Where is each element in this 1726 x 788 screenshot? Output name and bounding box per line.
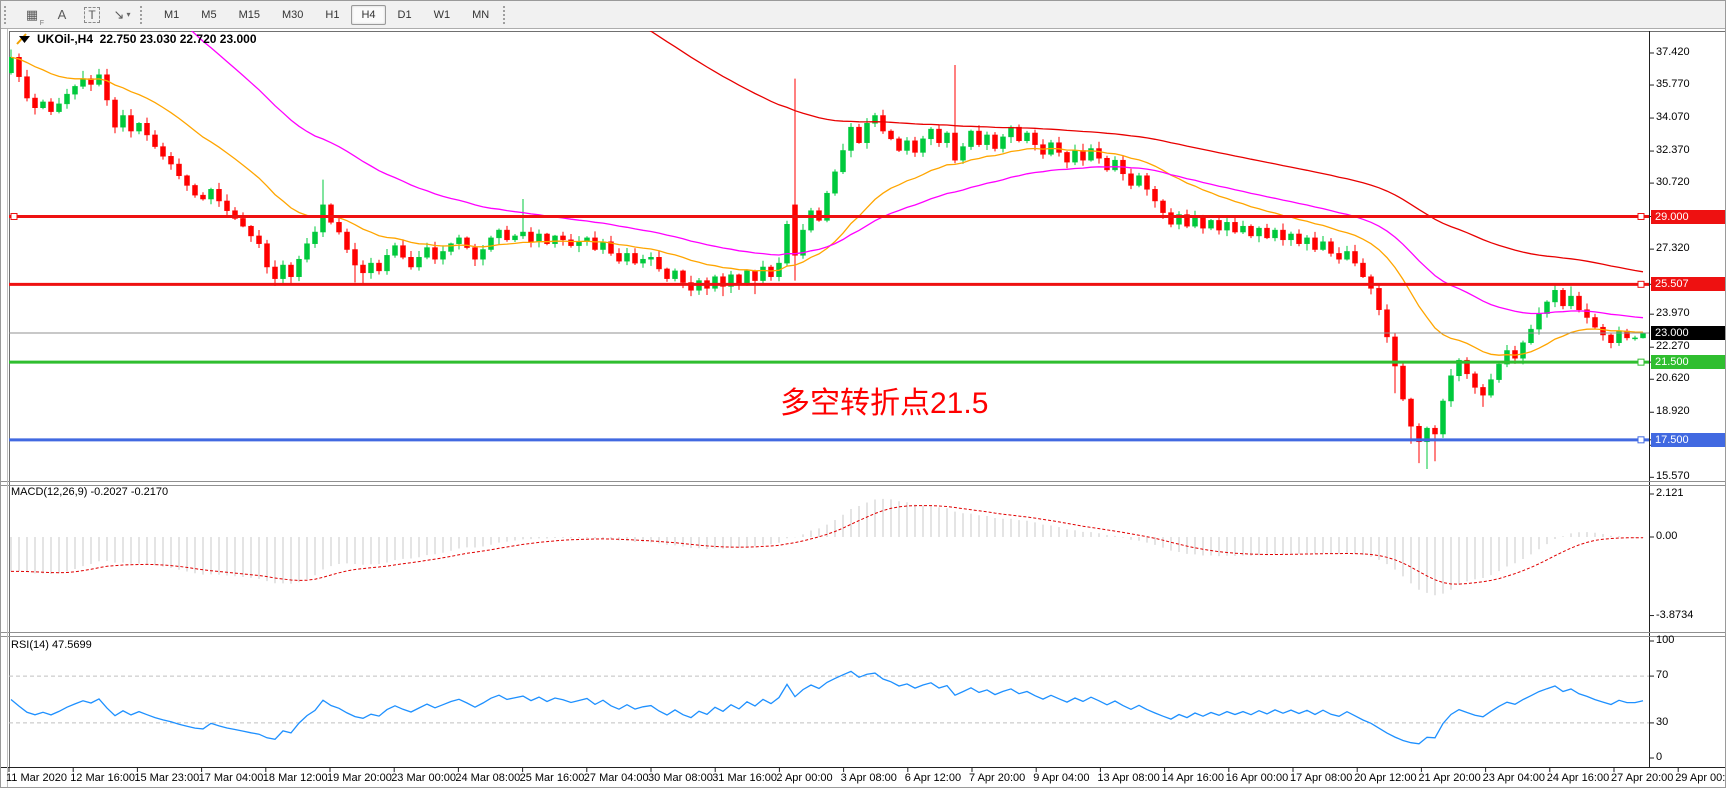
hline-29.000[interactable] bbox=[9, 213, 1649, 220]
macd-signal-line bbox=[11, 505, 1644, 585]
hline-handle[interactable] bbox=[1637, 213, 1645, 220]
time-axis-label: 2 Apr 00:00 bbox=[776, 772, 833, 784]
window-left-border bbox=[7, 29, 8, 787]
price-line-badge-17.500: 17.500 bbox=[1651, 432, 1725, 447]
time-axis-label: 11 Mar 2020 bbox=[6, 772, 67, 784]
time-axis-label: 19 Mar 20:00 bbox=[327, 772, 392, 784]
timeframe-button-h4[interactable]: H4 bbox=[351, 4, 386, 25]
time-axis-label: 6 Apr 12:00 bbox=[904, 772, 962, 784]
price-tick-label: 37.420 bbox=[1656, 45, 1690, 58]
tool-button-grid-f-icon[interactable]: ▦ F bbox=[25, 6, 44, 27]
time-axis-label: 17 Apr 08:00 bbox=[1290, 772, 1353, 784]
timeframe-button-d1[interactable]: D1 bbox=[397, 8, 412, 21]
hline-21.500[interactable] bbox=[9, 358, 1649, 366]
rsi-axis-label: 0 bbox=[1656, 751, 1663, 763]
time-axis-label: 17 Mar 04:00 bbox=[198, 772, 264, 784]
toolbar: ▦ F A T ↘ ▾ M1 M5 M15 M30 H1 H4 D1 W1 MN bbox=[1, 1, 1725, 29]
time-axis-label: 24 Apr 16:00 bbox=[1546, 772, 1610, 784]
rsi-line bbox=[10, 670, 1644, 745]
hline-17.500[interactable] bbox=[9, 436, 1649, 444]
price-tick-label: 35.770 bbox=[1656, 78, 1690, 91]
hline-handle[interactable] bbox=[1637, 436, 1645, 444]
rsi-indicator-label: RSI(14) 47.5699 bbox=[11, 639, 92, 651]
toolbar-grip[interactable] bbox=[503, 5, 512, 24]
timeframe-button-m1[interactable]: M1 bbox=[164, 8, 180, 21]
toolbar-grip[interactable] bbox=[140, 5, 149, 24]
time-axis-label: 31 Mar 16:00 bbox=[712, 772, 778, 784]
macd-axis-label: 2.121 bbox=[1656, 486, 1684, 499]
annotation-text[interactable]: 多空转折点21.5 bbox=[780, 387, 989, 420]
time-axis-label: 14 Apr 16:00 bbox=[1161, 772, 1224, 784]
ma-slow-red bbox=[649, 31, 1644, 273]
hline-25.507[interactable] bbox=[9, 280, 1649, 288]
timeframe-button-w1[interactable]: W1 bbox=[433, 8, 451, 21]
price-tick-label: 27.320 bbox=[1656, 242, 1690, 255]
rsi-axis-label: 100 bbox=[1656, 634, 1675, 646]
macd-axis-label: -3.8734 bbox=[1656, 608, 1694, 621]
rsi-axis-label: 30 bbox=[1656, 715, 1669, 728]
time-axis-label: 7 Apr 20:00 bbox=[969, 772, 1026, 784]
time-axis-label: 13 Apr 08:00 bbox=[1097, 772, 1160, 784]
time-axis-label: 23 Apr 04:00 bbox=[1482, 772, 1545, 784]
price-tick-label: 30.720 bbox=[1656, 176, 1690, 189]
price-tick-label: 18.920 bbox=[1656, 405, 1690, 418]
chart-title-text: UKOil-,H4 22.750 23.030 22.720 23.000 bbox=[37, 32, 257, 46]
tool-button-arrows-icon[interactable]: ↘ ▾ bbox=[113, 6, 131, 22]
time-axis-label: 30 Mar 08:00 bbox=[648, 772, 713, 784]
toolbar-grip[interactable] bbox=[4, 5, 13, 24]
timeframe-button-h1[interactable]: H1 bbox=[325, 8, 340, 21]
tool-button-text-t-icon[interactable]: T bbox=[80, 4, 104, 26]
macd-axis-label: 0.00 bbox=[1656, 530, 1678, 542]
chart-title: UKOil-,H4 22.750 23.030 22.720 23.000 bbox=[15, 32, 257, 46]
time-axis-label: 9 Apr 04:00 bbox=[1033, 772, 1090, 784]
macd-histogram bbox=[10, 498, 1644, 596]
chart-symbol-icon bbox=[16, 33, 30, 45]
price-tick-label: 23.970 bbox=[1656, 307, 1690, 320]
time-axis-label: 20 Apr 12:00 bbox=[1354, 772, 1417, 784]
time-axis-label: 18 Mar 12:00 bbox=[262, 772, 328, 784]
time-axis-label: 23 Mar 00:00 bbox=[391, 772, 457, 784]
price-line-badge-25.507: 25.507 bbox=[1651, 277, 1725, 292]
time-axis-label: 25 Mar 16:00 bbox=[519, 772, 585, 784]
timeframe-button-mn[interactable]: MN bbox=[472, 8, 490, 21]
hline-handle[interactable] bbox=[10, 213, 18, 220]
timeframe-group: M1 M5 M15 M30 H1 H4 D1 W1 MN bbox=[153, 4, 500, 25]
time-axis-label: 3 Apr 08:00 bbox=[840, 772, 897, 784]
hline-handle[interactable] bbox=[1637, 358, 1645, 366]
timeframe-button-m5[interactable]: M5 bbox=[201, 8, 217, 21]
time-axis-label: 15 Mar 23:00 bbox=[134, 772, 200, 784]
timeframe-button-m15[interactable]: M15 bbox=[238, 8, 260, 21]
price-tick-label: 20.620 bbox=[1656, 372, 1690, 385]
time-axis-label: 12 Mar 16:00 bbox=[70, 772, 136, 784]
tool-button-label-a-icon[interactable]: A bbox=[57, 7, 67, 22]
tools-group: ▦ F A T ↘ ▾ bbox=[17, 4, 137, 27]
price-tick-label: 32.370 bbox=[1656, 144, 1690, 157]
timeframe-button-m30[interactable]: M30 bbox=[281, 8, 304, 21]
price-tick-label: 15.570 bbox=[1656, 470, 1690, 483]
ma-fast-orange bbox=[10, 56, 1644, 356]
time-axis-label: 29 Apr 00:00 bbox=[1675, 772, 1726, 784]
time-axis-label: 27 Apr 20:00 bbox=[1611, 772, 1674, 784]
ma-mid-magenta bbox=[190, 31, 1644, 319]
time-axis-label: 21 Apr 20:00 bbox=[1418, 772, 1481, 784]
time-axis-label: 24 Mar 08:00 bbox=[455, 772, 521, 784]
price-line-badge-29.000: 29.000 bbox=[1651, 209, 1725, 224]
time-axis-label: 27 Mar 04:00 bbox=[583, 772, 649, 784]
price-line-badge-21.500: 21.500 bbox=[1651, 355, 1725, 370]
time-axis-label: 16 Apr 00:00 bbox=[1225, 772, 1289, 784]
macd-indicator-label: MACD(12,26,9) -0.2027 -0.2170 bbox=[11, 486, 169, 498]
hline-handle[interactable] bbox=[1637, 280, 1645, 288]
rsi-axis-label: 70 bbox=[1656, 669, 1669, 682]
price-tick-label: 34.070 bbox=[1656, 111, 1690, 124]
current-price-badge: 23.000 bbox=[1651, 326, 1725, 341]
price-tick-label: 22.270 bbox=[1656, 340, 1690, 353]
